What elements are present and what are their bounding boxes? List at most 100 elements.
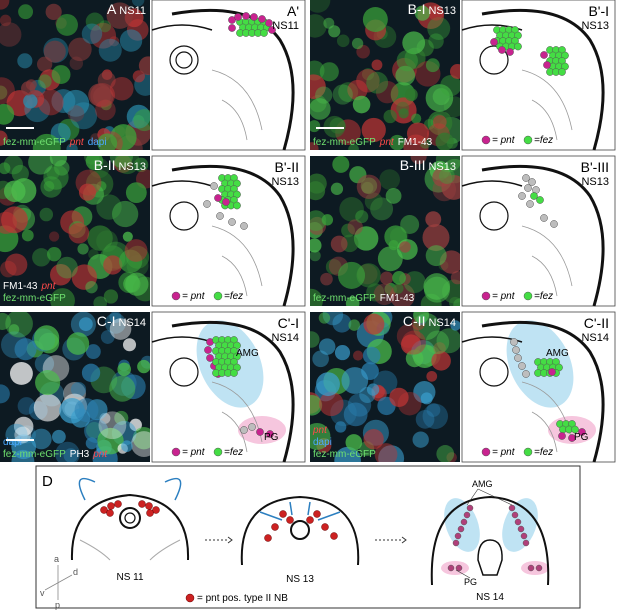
pg-region [441, 561, 469, 575]
cell [366, 383, 380, 396]
cell [109, 156, 133, 168]
cell [540, 214, 548, 222]
nb-group [264, 510, 338, 542]
panel-d-label: D [42, 473, 53, 490]
cell [385, 188, 402, 204]
head-outline [481, 164, 605, 307]
nb [452, 539, 460, 547]
stain-name: dapi [3, 437, 22, 448]
cell [362, 346, 381, 365]
head-ns13 [240, 495, 360, 566]
cell [363, 313, 385, 335]
cell [43, 164, 69, 190]
cell [441, 174, 460, 200]
cell [233, 201, 241, 210]
cell [337, 261, 366, 289]
cell [578, 428, 586, 436]
cell [310, 331, 320, 348]
cell [132, 70, 145, 83]
cell [103, 289, 119, 304]
stain-line: fez-mm-eGFP FM1-43 [313, 293, 415, 304]
cell [266, 430, 274, 438]
head-outline [171, 164, 295, 307]
tract [211, 69, 263, 141]
cell [420, 392, 433, 405]
stain-line: dapi [3, 437, 22, 448]
cell [81, 363, 101, 382]
region-label: AMG [546, 348, 569, 359]
cell [216, 212, 224, 220]
cell [81, 23, 103, 44]
legend-marker [213, 291, 223, 301]
inner-outline [151, 24, 213, 31]
legend-marker [171, 291, 181, 301]
panel-stage: NS13 [428, 161, 456, 173]
cell [124, 239, 148, 262]
cell [56, 256, 78, 279]
nb [455, 564, 463, 572]
cell [122, 231, 133, 242]
cell [234, 13, 242, 21]
cell [373, 283, 396, 306]
panel-label: A NS11 [107, 1, 146, 17]
neuropil [479, 201, 509, 231]
cell [558, 432, 566, 440]
cell [50, 263, 72, 286]
cell [543, 61, 551, 69]
cell [69, 56, 84, 70]
cell [316, 372, 340, 397]
cell [411, 113, 422, 124]
cell [410, 156, 427, 165]
cell [334, 345, 351, 361]
cell [131, 431, 150, 457]
nb [463, 511, 471, 519]
panel-label: C-I NS14 [97, 313, 146, 329]
cell [422, 224, 450, 252]
tract [79, 539, 181, 561]
cell [530, 192, 538, 200]
cell [514, 42, 522, 51]
cell [319, 62, 339, 82]
cell [366, 71, 389, 94]
legend-text: =fez [534, 291, 553, 302]
cell [362, 6, 388, 32]
cell [32, 248, 51, 267]
stain-name: fez-mm-eGFP [313, 449, 376, 460]
cell [85, 344, 101, 359]
arrow [78, 477, 182, 501]
cell [228, 24, 236, 32]
stain-name: FM1-43 [380, 293, 415, 304]
legend-text: = pnt [182, 291, 206, 302]
cell [310, 288, 323, 306]
cell [389, 387, 409, 408]
cell [214, 194, 222, 202]
pg-region [521, 561, 549, 575]
cell [68, 222, 90, 244]
cell [347, 79, 368, 101]
cell [0, 85, 8, 100]
axis-line [44, 574, 73, 591]
stain-line: fez-mm-eGFP pnt dapi [3, 137, 107, 148]
cell [118, 249, 143, 273]
cell [325, 258, 342, 275]
cell [524, 184, 532, 192]
schematic-stage: NS13 [581, 176, 609, 188]
cell [68, 37, 92, 62]
cell [395, 65, 416, 86]
cell [310, 0, 331, 13]
stain-name: pnt [40, 281, 56, 292]
neuropil [169, 45, 199, 75]
cell [352, 350, 364, 361]
legend-marker [185, 593, 195, 603]
stain-line: fez-mm-eGFP [3, 293, 66, 304]
cell [78, 317, 93, 332]
nb [107, 502, 115, 510]
cell [341, 367, 369, 394]
cell [17, 53, 33, 69]
cell [355, 210, 369, 224]
cell [21, 229, 34, 242]
cell [558, 68, 566, 76]
